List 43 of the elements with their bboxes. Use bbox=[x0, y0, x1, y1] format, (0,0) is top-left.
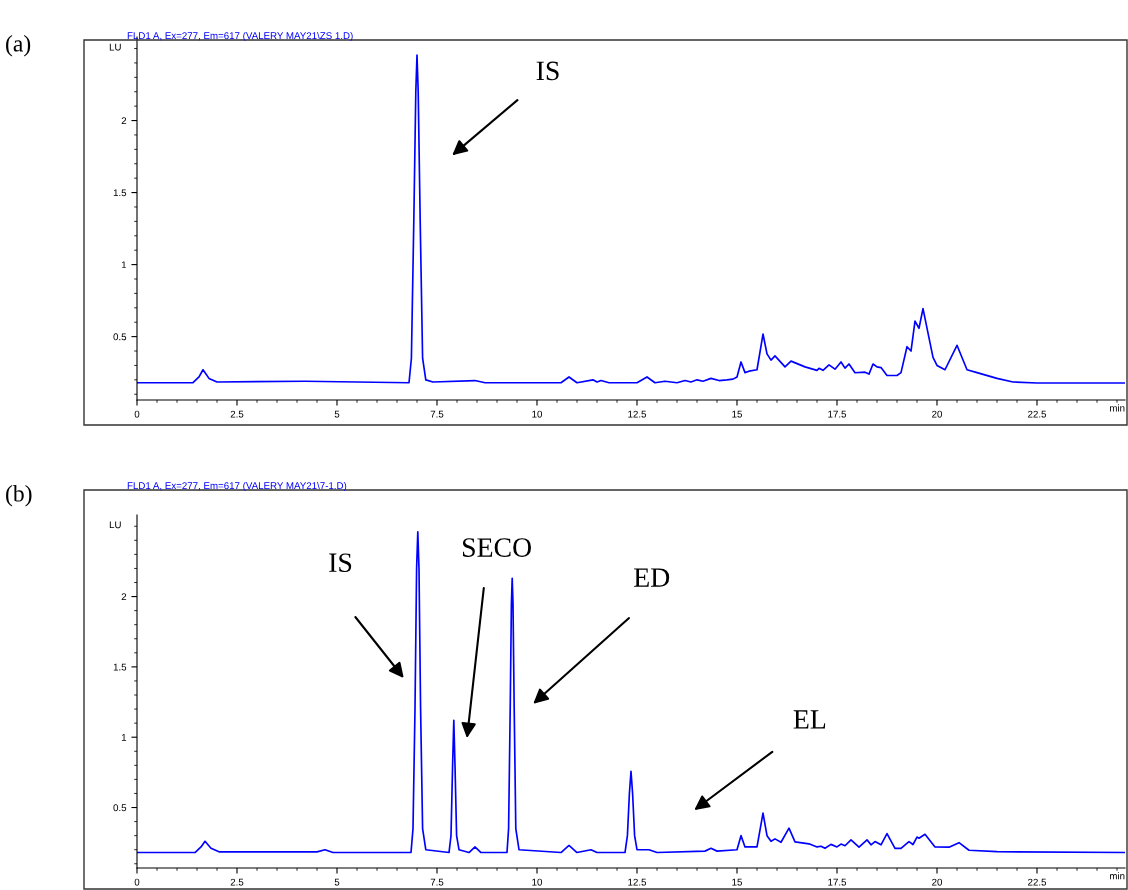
x-tick-label: 5 bbox=[334, 410, 340, 418]
x-tick-label: 0 bbox=[134, 878, 140, 886]
x-tick-label: 2.5 bbox=[230, 878, 244, 886]
y-tick-label: 1 bbox=[121, 261, 127, 269]
x-tick-label: 2.5 bbox=[230, 410, 244, 418]
line-series bbox=[137, 54, 1125, 384]
annotation: SECO bbox=[462, 538, 531, 557]
x-tick-label: 7.5 bbox=[430, 410, 444, 418]
x-tick-label: 17.5 bbox=[828, 878, 847, 886]
x-tick-label: 10 bbox=[532, 878, 543, 886]
x-tick-label: 15 bbox=[732, 878, 742, 886]
y-tick-label: 0.5 bbox=[113, 804, 127, 812]
x-tick-label: 7.5 bbox=[430, 878, 444, 886]
x-tick-label: 12.5 bbox=[628, 878, 647, 886]
x-tick-label: 20 bbox=[932, 410, 943, 418]
x-tick-label: 10 bbox=[532, 410, 543, 418]
x-tick-label: 17.5 bbox=[828, 410, 847, 418]
y-tick-label: 2 bbox=[121, 117, 127, 125]
x-tick-label: 12.5 bbox=[628, 410, 647, 418]
x-tick-label: 22.5 bbox=[1028, 410, 1047, 418]
y-axis-title: LU bbox=[109, 43, 121, 51]
chart-subtitle: FLD1 A, Ex=277, Em=617 (VALERY MAY21\ZS 1.D) bbox=[127, 31, 353, 41]
x-tick-label: 0 bbox=[134, 410, 140, 418]
y-tick-label: 2 bbox=[121, 593, 127, 601]
annotation: EL bbox=[793, 710, 826, 729]
x-tick-label: 5 bbox=[334, 878, 340, 886]
chart-subtitle: FLD1 A, Ex=277, Em=617 (VALERY MAY21\7-1.D) bbox=[127, 481, 347, 491]
x-tick-label: 15 bbox=[732, 410, 742, 418]
x-axis-title: min bbox=[1109, 872, 1125, 880]
y-tick-label: 0.5 bbox=[113, 333, 127, 341]
y-tick-label: 1 bbox=[121, 734, 127, 741]
chart-title: (b) bbox=[6, 485, 32, 507]
y-tick-label: 1.5 bbox=[113, 663, 127, 671]
x-axis-title: min bbox=[1109, 404, 1125, 412]
y-axis-title: LU bbox=[109, 521, 121, 529]
x-tick-label: 20 bbox=[932, 878, 943, 886]
annotation: IS bbox=[329, 553, 352, 573]
chart-title: (a) bbox=[6, 35, 31, 57]
x-tick-label: 22.5 bbox=[1028, 878, 1047, 886]
y-tick-label: 1.5 bbox=[113, 189, 127, 197]
line-series bbox=[137, 531, 1125, 854]
annotation: ED bbox=[634, 568, 670, 587]
annotation: IS bbox=[536, 61, 559, 81]
